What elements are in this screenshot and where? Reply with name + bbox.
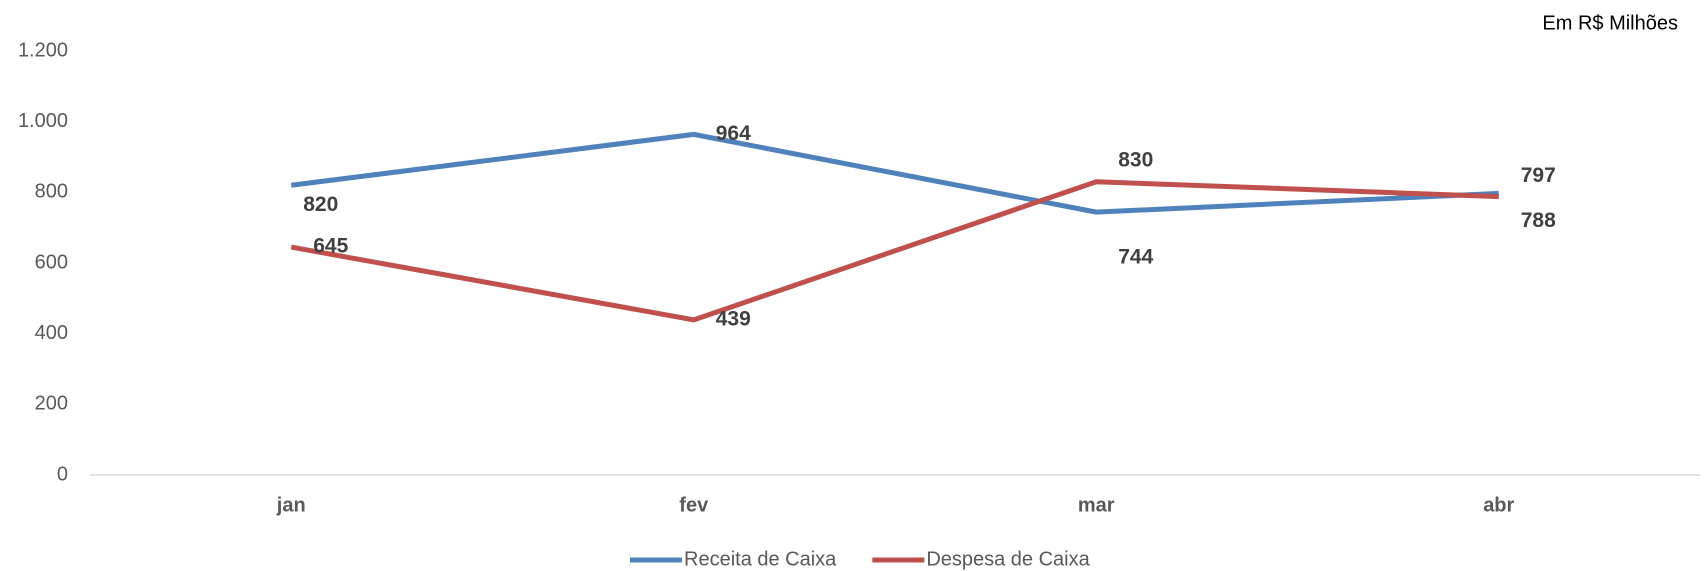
x-tick-label: mar <box>1078 494 1115 516</box>
data-label: 788 <box>1521 209 1556 232</box>
data-label: 645 <box>313 235 348 258</box>
y-tick-label: 800 <box>35 181 68 203</box>
y-tick-label: 0 <box>57 463 68 485</box>
y-tick-label: 200 <box>35 393 68 415</box>
y-tick-label: 600 <box>35 251 68 273</box>
data-label: 439 <box>716 307 751 330</box>
legend-label: Receita de Caixa <box>684 548 837 570</box>
series-line <box>290 179 1499 323</box>
data-label: 820 <box>303 193 338 216</box>
unit-note: Em R$ Milhões <box>1542 12 1678 34</box>
x-tick-label: jan <box>276 494 306 516</box>
data-label: 744 <box>1118 246 1153 269</box>
legend-label: Despesa de Caixa <box>926 548 1090 570</box>
y-tick-label: 1.200 <box>18 39 68 61</box>
y-tick-label: 400 <box>35 322 68 344</box>
series-line <box>290 131 1499 215</box>
data-label: 797 <box>1521 164 1556 187</box>
data-label: 830 <box>1118 148 1153 171</box>
data-label: 964 <box>716 122 751 145</box>
x-tick-label: fev <box>679 494 709 516</box>
x-tick-label: abr <box>1483 494 1514 516</box>
y-tick-label: 1.000 <box>18 110 68 132</box>
